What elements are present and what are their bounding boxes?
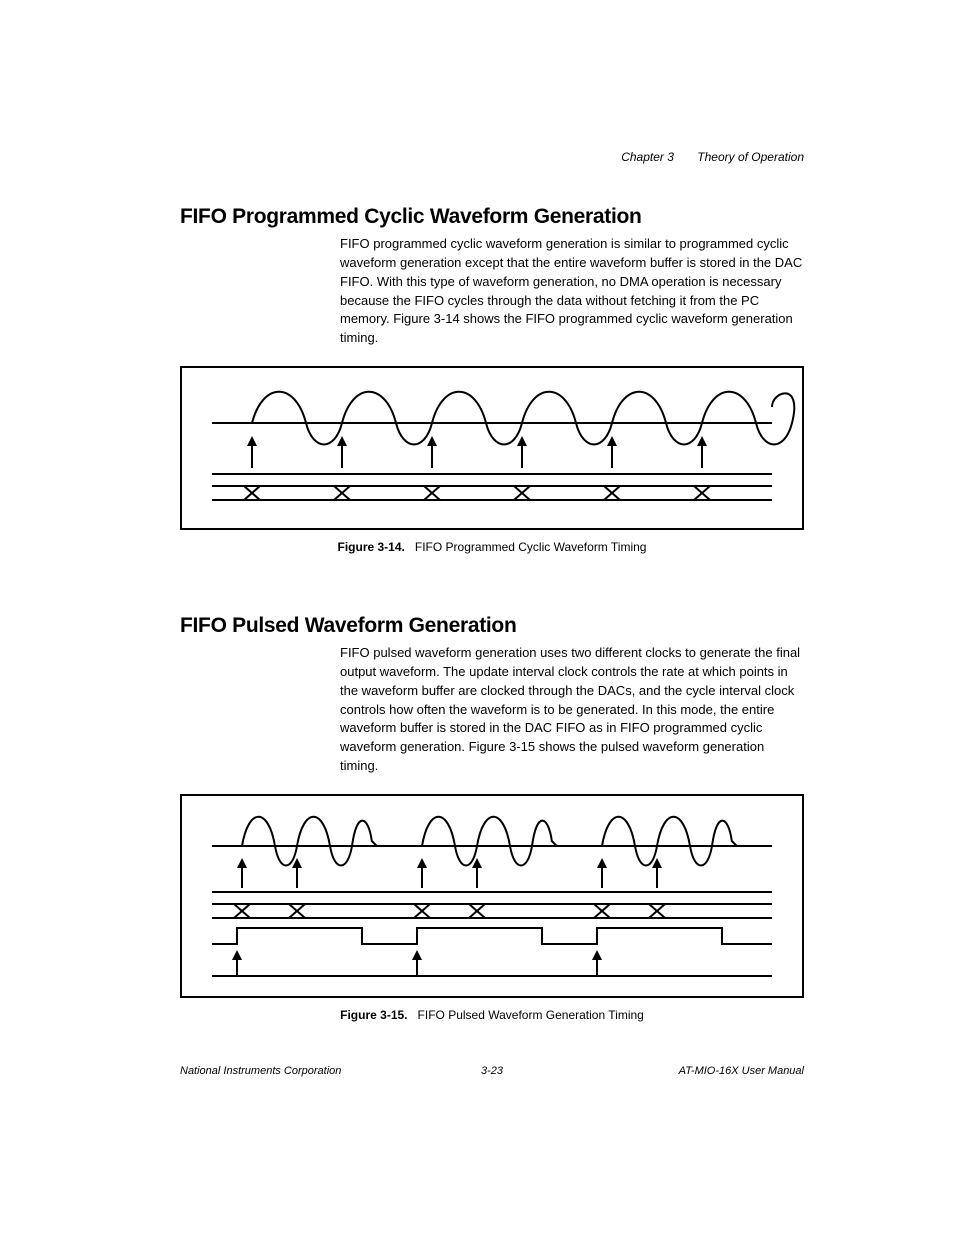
figure-3-15-svg: [182, 796, 802, 996]
figure-3-15-caption: Figure 3-15. FIFO Pulsed Waveform Genera…: [180, 1008, 804, 1022]
header-title: Theory of Operation: [697, 150, 804, 164]
figure-3-15-number: Figure 3-15.: [340, 1008, 407, 1022]
figure-3-15-box: [180, 794, 804, 998]
figure-3-14-box: [180, 366, 804, 530]
figure-3-15-caption-text: FIFO Pulsed Waveform Generation Timing: [418, 1008, 644, 1022]
section-2-title: FIFO Pulsed Waveform Generation: [180, 614, 804, 638]
footer-right: AT-MIO-16X User Manual: [679, 1065, 804, 1077]
section-2-body: FIFO pulsed waveform generation uses two…: [340, 644, 804, 776]
section-1-title: FIFO Programmed Cyclic Waveform Generati…: [180, 205, 804, 229]
header-chapter: Chapter 3: [621, 150, 674, 164]
section-1-body: FIFO programmed cyclic waveform generati…: [340, 235, 804, 348]
figure-3-14-number: Figure 3-14.: [338, 540, 405, 554]
running-header: Chapter 3 Theory of Operation: [621, 150, 804, 164]
figure-3-14-caption: Figure 3-14. FIFO Programmed Cyclic Wave…: [180, 540, 804, 554]
figure-3-14-svg: [182, 368, 802, 528]
figure-3-14-caption-text: FIFO Programmed Cyclic Waveform Timing: [415, 540, 647, 554]
